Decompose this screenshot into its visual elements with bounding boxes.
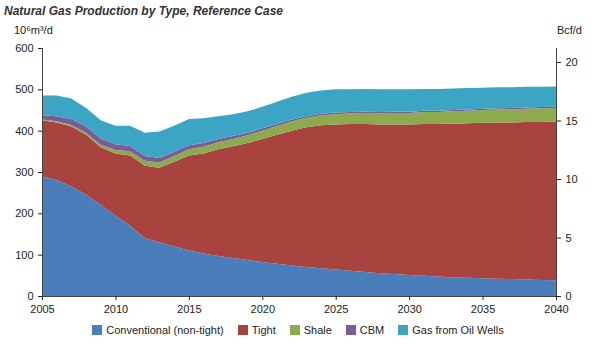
svg-text:0: 0 bbox=[566, 290, 572, 302]
svg-text:100: 100 bbox=[15, 249, 33, 261]
svg-text:5: 5 bbox=[566, 232, 572, 244]
html-text:Shale: Shale bbox=[303, 324, 332, 336]
svg-text:15: 15 bbox=[566, 115, 578, 127]
html-text:Gas from Oil Wells: Gas from Oil Wells bbox=[412, 324, 504, 336]
svg-text:400: 400 bbox=[15, 125, 33, 137]
svg-text:0: 0 bbox=[27, 290, 33, 302]
svg-text:2015: 2015 bbox=[177, 303, 201, 315]
html-text:10⁶m³/d: 10⁶m³/d bbox=[14, 24, 53, 36]
svg-text:2010: 2010 bbox=[104, 303, 128, 315]
svg-text:500: 500 bbox=[15, 83, 33, 95]
svg-text:300: 300 bbox=[15, 166, 33, 178]
svg-text:2025: 2025 bbox=[324, 303, 348, 315]
svg-text:2020: 2020 bbox=[251, 303, 275, 315]
svg-text:20: 20 bbox=[566, 56, 578, 68]
html-text:Bcf/d: Bcf/d bbox=[556, 24, 582, 36]
svg-text:2040: 2040 bbox=[544, 303, 568, 315]
html-text:Natural Gas Production by Type: Natural Gas Production by Type, Referenc… bbox=[4, 4, 283, 18]
html-text:Tight: Tight bbox=[251, 324, 276, 336]
svg-text:2030: 2030 bbox=[397, 303, 421, 315]
html-text:CBM: CBM bbox=[359, 324, 385, 336]
svg-text:600: 600 bbox=[15, 42, 33, 54]
svg-text:2005: 2005 bbox=[30, 303, 54, 315]
svg-text:10: 10 bbox=[566, 173, 578, 185]
html-text:Conventional (non-tight): Conventional (non-tight) bbox=[106, 324, 224, 336]
svg-text:2035: 2035 bbox=[471, 303, 495, 315]
svg-text:200: 200 bbox=[15, 207, 33, 219]
